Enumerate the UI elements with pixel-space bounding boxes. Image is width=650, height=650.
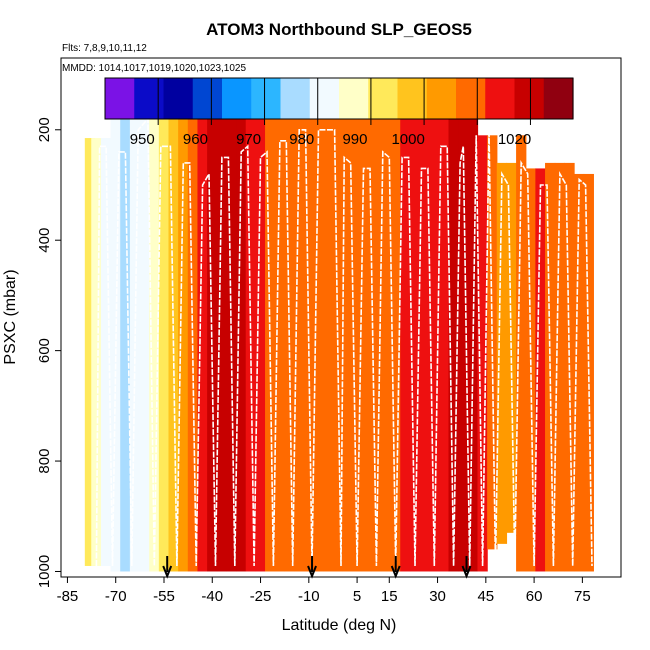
chart-title: ATOM3 Northbound SLP_GEOS5: [206, 20, 472, 39]
plot-frame: [60, 57, 622, 578]
dates-label: MMDD: 1014,1017,1019,1020,1023,1025: [62, 63, 246, 74]
colorbar-segment: [105, 78, 135, 119]
colorbar-segment: [222, 78, 252, 119]
y-axis-label: PSXC (mbar): [2, 269, 19, 364]
slp-column: [158, 110, 170, 572]
slp-column: [409, 110, 421, 572]
slp-column: [419, 110, 430, 572]
x-tick-label: -25: [250, 588, 272, 605]
slp-column: [554, 162, 565, 572]
marker-arrow-head: [390, 565, 401, 579]
x-tick-label: 75: [574, 588, 591, 605]
colorbar-segment: [368, 78, 399, 119]
x-axis-label: Latitude (deg N): [282, 617, 397, 634]
slp-column: [313, 110, 324, 572]
slp-column: [458, 110, 469, 572]
slp-column: [294, 110, 305, 572]
axes: -85 -70 -55 -40 -25 -10 5 15 30 45 60 75 200 400 600 80…: [36, 117, 591, 605]
slp-column: [477, 135, 488, 572]
x-tick-label: 15: [381, 588, 398, 605]
slp-column: [178, 110, 189, 572]
x-tick-label: -10: [298, 588, 320, 605]
slp-column: [342, 110, 353, 572]
colorbar-tick-label: 970: [236, 131, 261, 148]
x-tick-label: 30: [429, 588, 446, 605]
colorbar-segment: [280, 78, 311, 119]
slp-column: [361, 110, 372, 572]
slp-column: [390, 110, 401, 572]
slp-column: [149, 110, 160, 572]
x-tick-label: 60: [526, 588, 543, 605]
slp-column: [496, 162, 508, 544]
colorbar-tick-label: 1020: [498, 131, 531, 148]
colorbar-tick-label: 990: [342, 131, 367, 148]
slp-column: [429, 110, 440, 572]
slp-column: [216, 110, 228, 572]
colorbar-segment: [163, 78, 194, 119]
slp-column: [322, 110, 334, 572]
colorbar-segment: [456, 78, 486, 119]
colorbar-frame: [104, 77, 574, 120]
slp-column: [236, 110, 247, 572]
y-tick-label: 200: [36, 117, 53, 142]
y-tick-label: 1000: [36, 555, 53, 588]
colorbar-tick-label: 950: [130, 131, 155, 148]
colorbar-segment: [485, 78, 516, 119]
colorbar-segment: [134, 78, 165, 119]
colorbar-segment: [397, 78, 428, 119]
slp-column: [139, 110, 150, 572]
slp-column: [110, 110, 121, 572]
colorbar-segment: [514, 78, 545, 119]
slp-column: [371, 110, 382, 572]
colorbar-tick-label: 980: [289, 131, 314, 148]
y-tick-label: 600: [36, 338, 53, 363]
slp-column: [448, 110, 459, 572]
flights-label: Flts: 7,8,9,10,11,12: [62, 43, 147, 54]
x-tick-label: 45: [477, 588, 494, 605]
slp-column: [197, 110, 208, 572]
slp-column: [274, 110, 285, 572]
colorbar-tick-label: 1000: [391, 131, 424, 148]
colorbar-segment: [251, 78, 282, 119]
slp-column: [516, 135, 527, 572]
slp-column: [438, 110, 450, 572]
x-tick-label: -40: [201, 588, 223, 605]
x-tick-label: -55: [153, 588, 175, 605]
colorbar-segment: [339, 78, 369, 119]
slp-column: [255, 110, 266, 572]
colorbar-segment: [309, 78, 340, 119]
x-tick-label: 5: [353, 588, 361, 605]
slp-column: [91, 138, 102, 566]
slp-column: [100, 138, 112, 566]
colorbar-segment: [426, 78, 457, 119]
slp-column: [574, 173, 585, 572]
slp-column: [380, 110, 392, 572]
x-tick-label: -85: [57, 588, 79, 605]
y-tick-label: 800: [36, 449, 53, 474]
slp-column: [467, 110, 479, 572]
colorbar-tick-label: 960: [183, 131, 208, 148]
y-tick-label: 400: [36, 228, 53, 253]
marker-arrow-head: [461, 565, 472, 579]
marker-arrow-head: [162, 565, 173, 579]
marker-arrow-head: [307, 565, 317, 579]
colorbar-segment: [192, 78, 223, 119]
colorbar-segment: [543, 78, 574, 119]
colorbar: 950 960 970 980 990 1000 1020: [104, 77, 574, 148]
marker-arrow-layer: [162, 556, 472, 579]
slp-column: [400, 110, 411, 572]
slp-column: [84, 138, 96, 566]
slp-column: [535, 168, 546, 572]
slp-column: [351, 110, 363, 572]
slp-column: [120, 110, 131, 572]
x-tick-label: -70: [105, 588, 127, 605]
